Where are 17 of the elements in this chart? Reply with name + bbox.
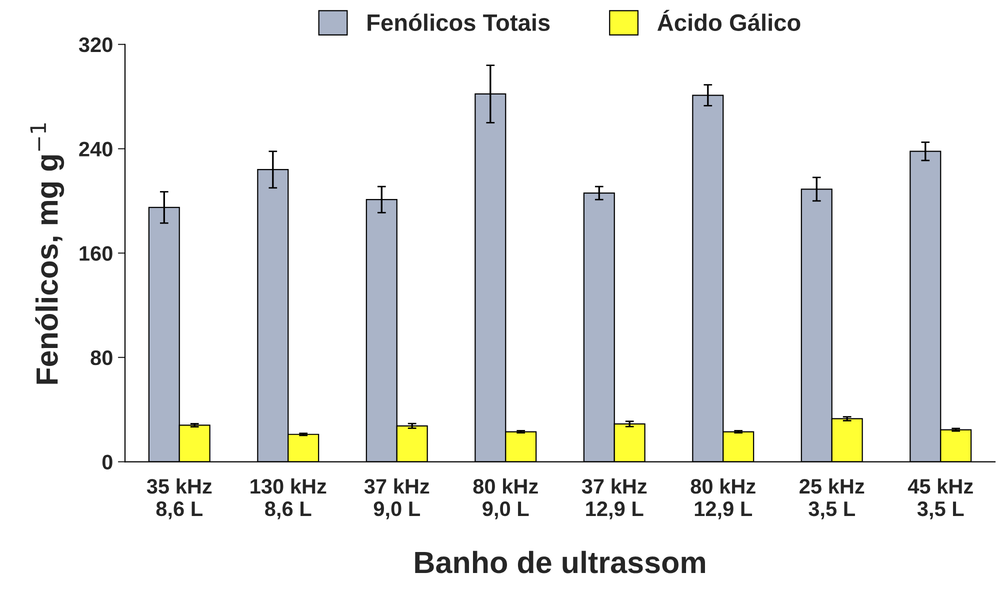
x-tick-label: 25 kHz 3,5 L [800, 478, 864, 520]
legend-label: Ácido Gálico [657, 10, 800, 32]
y-tick-label: 240 [79, 142, 112, 156]
x-tick-label: 130 kHz 8,6 L [250, 478, 326, 520]
x-tick-label: 37 kHz 9,0 L [364, 478, 430, 520]
x-tick-label: 37 kHz 12,9 L [582, 478, 647, 520]
y-tick-label: 320 [78, 37, 112, 52]
y-tick-label: 160 [80, 246, 112, 261]
x-axis-title: Banho de ultrassom [415, 550, 705, 574]
y-tick-label: 80 [90, 350, 112, 366]
legend-label: Fenólicos Totais [368, 13, 550, 32]
y-axis-title: Fenólicos, mg g$^{−1}$ [30, 123, 64, 384]
y-tick-label: 0 [102, 454, 112, 470]
x-tick-label: 45 kHz 3,5 L [908, 478, 973, 520]
x-tick-label: 80 kHz 12,9 L [690, 478, 756, 520]
x-tick-label: 80 kHz 9,0 L [473, 478, 538, 520]
x-tick-label: 35 kHz 8,6 L [146, 478, 212, 520]
